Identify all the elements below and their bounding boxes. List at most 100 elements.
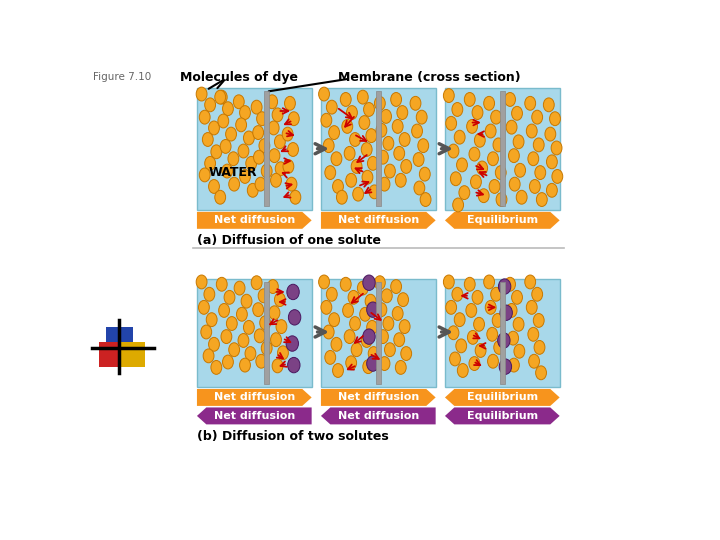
Ellipse shape: [199, 168, 210, 182]
Ellipse shape: [505, 92, 516, 106]
Polygon shape: [197, 389, 312, 406]
Ellipse shape: [274, 135, 285, 148]
Ellipse shape: [544, 98, 554, 112]
Text: Figure 7.10: Figure 7.10: [93, 72, 151, 83]
Ellipse shape: [243, 320, 254, 334]
Ellipse shape: [202, 132, 213, 146]
Ellipse shape: [545, 127, 556, 141]
Ellipse shape: [363, 275, 375, 291]
Ellipse shape: [526, 300, 537, 314]
Polygon shape: [321, 212, 436, 229]
Ellipse shape: [254, 329, 265, 343]
Ellipse shape: [535, 166, 546, 179]
Polygon shape: [321, 389, 436, 406]
Ellipse shape: [220, 139, 231, 153]
Ellipse shape: [271, 333, 282, 347]
Ellipse shape: [381, 110, 392, 123]
Ellipse shape: [348, 291, 359, 304]
Ellipse shape: [410, 96, 421, 110]
Ellipse shape: [454, 313, 465, 327]
Ellipse shape: [266, 95, 277, 109]
Ellipse shape: [199, 300, 210, 314]
Ellipse shape: [333, 179, 343, 193]
Ellipse shape: [457, 363, 468, 377]
Ellipse shape: [391, 280, 402, 294]
Ellipse shape: [369, 185, 380, 199]
Ellipse shape: [392, 119, 403, 133]
Ellipse shape: [346, 356, 356, 370]
Ellipse shape: [363, 329, 375, 345]
Ellipse shape: [416, 110, 427, 124]
Ellipse shape: [444, 89, 454, 103]
Ellipse shape: [399, 132, 410, 146]
Ellipse shape: [414, 181, 425, 195]
Ellipse shape: [323, 139, 334, 153]
Ellipse shape: [253, 303, 264, 316]
Ellipse shape: [467, 119, 477, 133]
Ellipse shape: [251, 100, 262, 114]
Text: Net diffusion: Net diffusion: [338, 215, 419, 225]
Ellipse shape: [216, 90, 228, 104]
Ellipse shape: [452, 287, 463, 301]
Ellipse shape: [226, 316, 238, 330]
Bar: [264, 91, 269, 206]
Ellipse shape: [255, 177, 266, 191]
Ellipse shape: [196, 87, 207, 101]
Ellipse shape: [366, 356, 379, 372]
Text: WATER: WATER: [209, 166, 258, 179]
Ellipse shape: [529, 179, 540, 193]
Ellipse shape: [211, 361, 222, 374]
Ellipse shape: [446, 300, 456, 314]
Ellipse shape: [359, 116, 370, 130]
Ellipse shape: [331, 338, 342, 351]
Ellipse shape: [534, 138, 544, 152]
Ellipse shape: [333, 363, 343, 377]
Ellipse shape: [397, 106, 408, 119]
Ellipse shape: [290, 190, 301, 204]
Ellipse shape: [357, 90, 368, 104]
Ellipse shape: [357, 281, 368, 295]
Ellipse shape: [321, 300, 332, 314]
Ellipse shape: [256, 354, 266, 368]
Ellipse shape: [513, 318, 524, 331]
Bar: [321, 88, 436, 210]
Ellipse shape: [209, 338, 220, 351]
Ellipse shape: [448, 326, 459, 340]
Ellipse shape: [199, 110, 210, 124]
Ellipse shape: [368, 347, 379, 361]
Text: Net diffusion: Net diffusion: [338, 411, 419, 421]
Ellipse shape: [196, 275, 207, 289]
Ellipse shape: [204, 157, 215, 170]
Ellipse shape: [505, 278, 516, 291]
Ellipse shape: [346, 173, 356, 187]
Ellipse shape: [449, 352, 461, 366]
Ellipse shape: [536, 193, 547, 206]
Ellipse shape: [351, 159, 362, 173]
Bar: [197, 88, 312, 210]
Bar: [445, 88, 559, 210]
Ellipse shape: [492, 314, 503, 327]
Ellipse shape: [487, 327, 498, 341]
Ellipse shape: [485, 300, 496, 314]
Ellipse shape: [365, 294, 376, 308]
Ellipse shape: [256, 112, 267, 126]
Ellipse shape: [246, 157, 256, 170]
Ellipse shape: [325, 166, 336, 179]
Ellipse shape: [506, 303, 517, 318]
Ellipse shape: [272, 108, 283, 122]
Text: (a) Diffusion of one solute: (a) Diffusion of one solute: [197, 234, 381, 247]
Bar: [500, 282, 505, 383]
Ellipse shape: [222, 164, 233, 178]
Bar: [106, 327, 132, 351]
Ellipse shape: [267, 280, 279, 294]
Ellipse shape: [240, 170, 251, 184]
Bar: [376, 91, 381, 206]
Polygon shape: [445, 389, 559, 406]
Ellipse shape: [350, 316, 361, 330]
Ellipse shape: [272, 359, 283, 373]
Ellipse shape: [383, 137, 394, 150]
Text: Net diffusion: Net diffusion: [338, 393, 419, 402]
Ellipse shape: [366, 302, 379, 318]
Ellipse shape: [506, 120, 517, 134]
Ellipse shape: [382, 289, 392, 303]
